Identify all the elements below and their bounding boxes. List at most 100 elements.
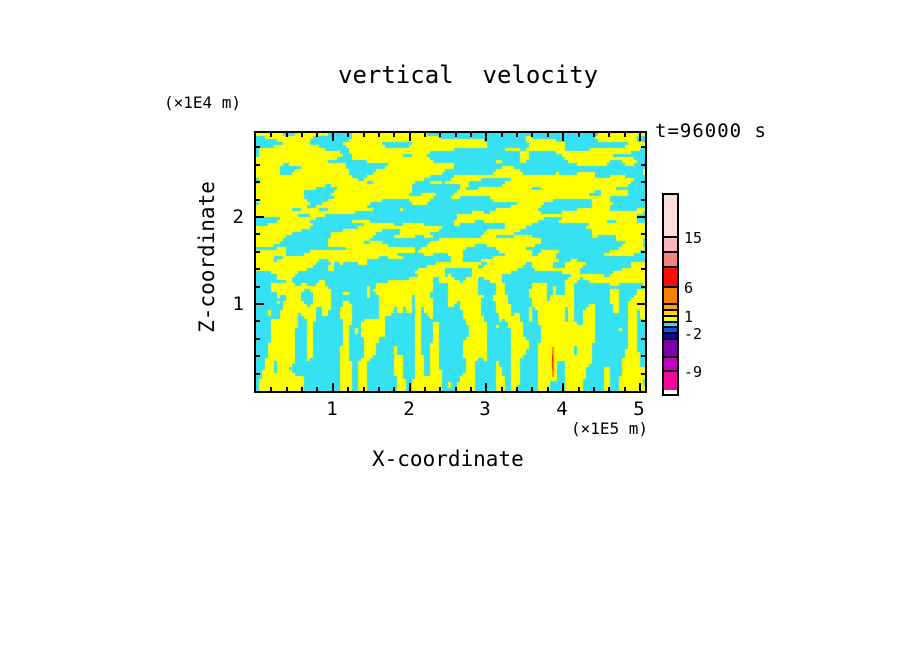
z-minor-tick bbox=[256, 338, 260, 340]
x-minor-tick bbox=[347, 133, 349, 137]
z-minor-tick bbox=[641, 146, 645, 148]
colorbar-segment bbox=[664, 334, 677, 340]
colorbar-segment bbox=[664, 288, 677, 305]
x-major-tick bbox=[485, 133, 487, 141]
plot-title: vertical velocity bbox=[338, 61, 599, 89]
z-minor-tick bbox=[256, 251, 260, 253]
x-minor-tick bbox=[286, 133, 288, 137]
x-minor-tick bbox=[547, 387, 549, 391]
colorbar-segment bbox=[664, 253, 677, 268]
colorbar-segment bbox=[664, 340, 677, 358]
colorbar-segment bbox=[664, 358, 677, 372]
z-major-tick bbox=[256, 216, 264, 218]
z-minor-tick bbox=[256, 164, 260, 166]
x-minor-tick bbox=[516, 387, 518, 391]
x-minor-tick bbox=[393, 133, 395, 137]
colorbar-label: 1 bbox=[684, 308, 694, 326]
colorbar-segment bbox=[664, 305, 677, 311]
x-minor-tick bbox=[270, 387, 272, 391]
z-tick-label: 2 bbox=[232, 206, 244, 228]
colorbar-segment bbox=[664, 317, 677, 323]
z-minor-tick bbox=[641, 233, 645, 235]
x-major-tick bbox=[639, 133, 641, 141]
z-minor-tick bbox=[641, 373, 645, 375]
x-minor-tick bbox=[547, 133, 549, 137]
x-axis-unit-label: (×1E5 m) bbox=[571, 419, 649, 438]
x-minor-tick bbox=[501, 133, 503, 137]
x-tick-label: 1 bbox=[326, 398, 338, 420]
x-minor-tick bbox=[301, 133, 303, 137]
x-minor-tick bbox=[470, 133, 472, 137]
x-minor-tick bbox=[363, 133, 365, 137]
x-minor-tick bbox=[608, 387, 610, 391]
z-minor-tick bbox=[256, 320, 260, 322]
x-minor-tick bbox=[301, 387, 303, 391]
z-minor-tick bbox=[256, 181, 260, 183]
z-minor-tick bbox=[641, 268, 645, 270]
x-axis-label: X-coordinate bbox=[372, 447, 524, 471]
colorbar-segment bbox=[664, 311, 677, 317]
colorbar bbox=[662, 193, 679, 396]
x-major-tick bbox=[409, 383, 411, 391]
x-minor-tick bbox=[270, 133, 272, 137]
x-major-tick bbox=[485, 383, 487, 391]
x-minor-tick bbox=[347, 387, 349, 391]
plot-area bbox=[254, 131, 647, 393]
x-minor-tick bbox=[501, 387, 503, 391]
z-minor-tick bbox=[256, 233, 260, 235]
z-minor-tick bbox=[256, 373, 260, 375]
z-minor-tick bbox=[641, 181, 645, 183]
x-minor-tick bbox=[624, 133, 626, 137]
z-minor-tick bbox=[256, 355, 260, 357]
x-tick-label: 4 bbox=[556, 398, 568, 420]
z-minor-tick bbox=[641, 355, 645, 357]
z-major-tick bbox=[637, 303, 645, 305]
z-tick-label: 1 bbox=[232, 293, 244, 315]
colorbar-label: -9 bbox=[684, 363, 703, 381]
x-minor-tick bbox=[378, 133, 380, 137]
z-minor-tick bbox=[641, 320, 645, 322]
x-tick-label: 5 bbox=[633, 398, 645, 420]
x-major-tick bbox=[562, 133, 564, 141]
z-minor-tick bbox=[641, 199, 645, 201]
z-major-tick bbox=[256, 303, 264, 305]
colorbar-label: 15 bbox=[684, 229, 703, 247]
x-minor-tick bbox=[363, 387, 365, 391]
contour-field-canvas bbox=[256, 133, 645, 391]
z-minor-tick bbox=[641, 286, 645, 288]
x-tick-label: 2 bbox=[403, 398, 415, 420]
x-major-tick bbox=[409, 133, 411, 141]
colorbar-label: -2 bbox=[684, 325, 703, 343]
z-minor-tick bbox=[641, 251, 645, 253]
z-major-tick bbox=[637, 216, 645, 218]
x-minor-tick bbox=[593, 133, 595, 137]
x-minor-tick bbox=[378, 387, 380, 391]
x-minor-tick bbox=[316, 387, 318, 391]
z-minor-tick bbox=[641, 164, 645, 166]
x-tick-label: 3 bbox=[479, 398, 491, 420]
x-minor-tick bbox=[316, 133, 318, 137]
x-minor-tick bbox=[286, 387, 288, 391]
x-minor-tick bbox=[455, 387, 457, 391]
x-minor-tick bbox=[624, 387, 626, 391]
x-minor-tick bbox=[578, 133, 580, 137]
z-minor-tick bbox=[256, 146, 260, 148]
x-minor-tick bbox=[593, 387, 595, 391]
z-minor-tick bbox=[256, 199, 260, 201]
x-minor-tick bbox=[393, 387, 395, 391]
time-label: t=96000 s bbox=[655, 120, 767, 142]
x-minor-tick bbox=[516, 133, 518, 137]
x-major-tick bbox=[562, 383, 564, 391]
x-minor-tick bbox=[531, 133, 533, 137]
colorbar-segment bbox=[664, 268, 677, 288]
x-major-tick bbox=[332, 383, 334, 391]
colorbar-segment bbox=[664, 372, 677, 390]
x-minor-tick bbox=[439, 133, 441, 137]
z-minor-tick bbox=[256, 286, 260, 288]
colorbar-segment bbox=[664, 238, 677, 253]
x-minor-tick bbox=[424, 387, 426, 391]
x-minor-tick bbox=[470, 387, 472, 391]
x-minor-tick bbox=[455, 133, 457, 137]
x-major-tick bbox=[639, 383, 641, 391]
